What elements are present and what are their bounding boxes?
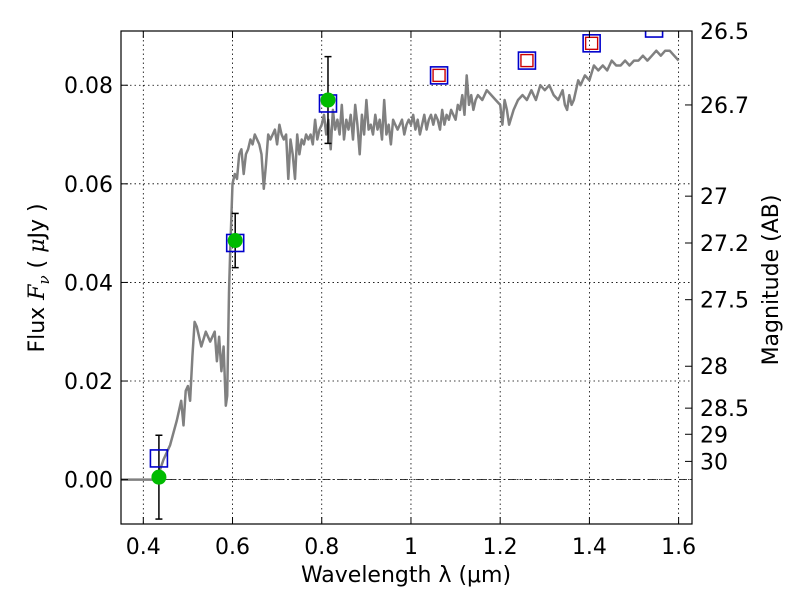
x-tick-label: 0.6	[215, 535, 250, 560]
x-tick-label: 1.6	[661, 535, 696, 560]
observed-flux-point	[320, 92, 336, 108]
model-band-flux-square	[644, 31, 664, 38]
model-spectrum-line	[121, 49, 680, 481]
x-tick-label: 0.4	[126, 535, 161, 560]
model-band-flux-square	[582, 34, 601, 53]
y-tick-label: 0.02	[64, 370, 113, 395]
y-right-tick-label: 27	[700, 185, 728, 210]
model-band-flux-square	[149, 449, 169, 468]
x-tick-label: 0.8	[304, 535, 339, 560]
y-tick-label: 0.00	[64, 469, 113, 494]
y-right-tick-label: 28	[700, 355, 728, 380]
y-right-tick-label: 29	[700, 423, 728, 448]
model-band-flux-square	[517, 51, 537, 70]
x-tick-label: 1.4	[572, 535, 607, 560]
upper-limit-square	[584, 36, 599, 51]
svg-text:Flux Fν ( μJy ): Flux Fν ( μJy )	[25, 203, 53, 352]
axis-ticks: 0.4 0.6 0.8 1 1.2 1.4 1.6 0.00 0.02 0.04 0.06 0.08 2…	[64, 20, 749, 560]
y-tick-label: 0.06	[64, 173, 113, 198]
x-tick-label: 1.2	[483, 535, 518, 560]
grid-lines	[121, 31, 692, 524]
upper-limit-square	[520, 53, 534, 68]
plot-frame	[120, 30, 693, 525]
y-right-tick-label: 30	[700, 450, 728, 475]
observed-flux-point	[151, 469, 167, 485]
y-axis-label: Flux Fν ( μJy )	[25, 203, 53, 352]
y-right-tick-label: 26.7	[700, 94, 749, 119]
y-right-tick-label: 28.5	[700, 397, 749, 422]
y-right-tick-label: 27.2	[700, 232, 749, 257]
y-right-tick-label: 26.5	[700, 20, 749, 45]
x-axis-label: Wavelength λ (μm)	[301, 563, 511, 588]
x-tick-label: 1	[404, 535, 418, 560]
y-axis-right-label: Magnitude (AB)	[759, 195, 784, 366]
data-marks	[149, 31, 664, 520]
observed-flux-point	[227, 233, 243, 249]
model-band-flux-square	[429, 66, 449, 85]
y-tick-label: 0.04	[64, 271, 113, 296]
upper-limit-square	[432, 68, 446, 83]
y-right-tick-label: 27.5	[700, 289, 749, 314]
y-tick-label: 0.08	[64, 74, 113, 99]
